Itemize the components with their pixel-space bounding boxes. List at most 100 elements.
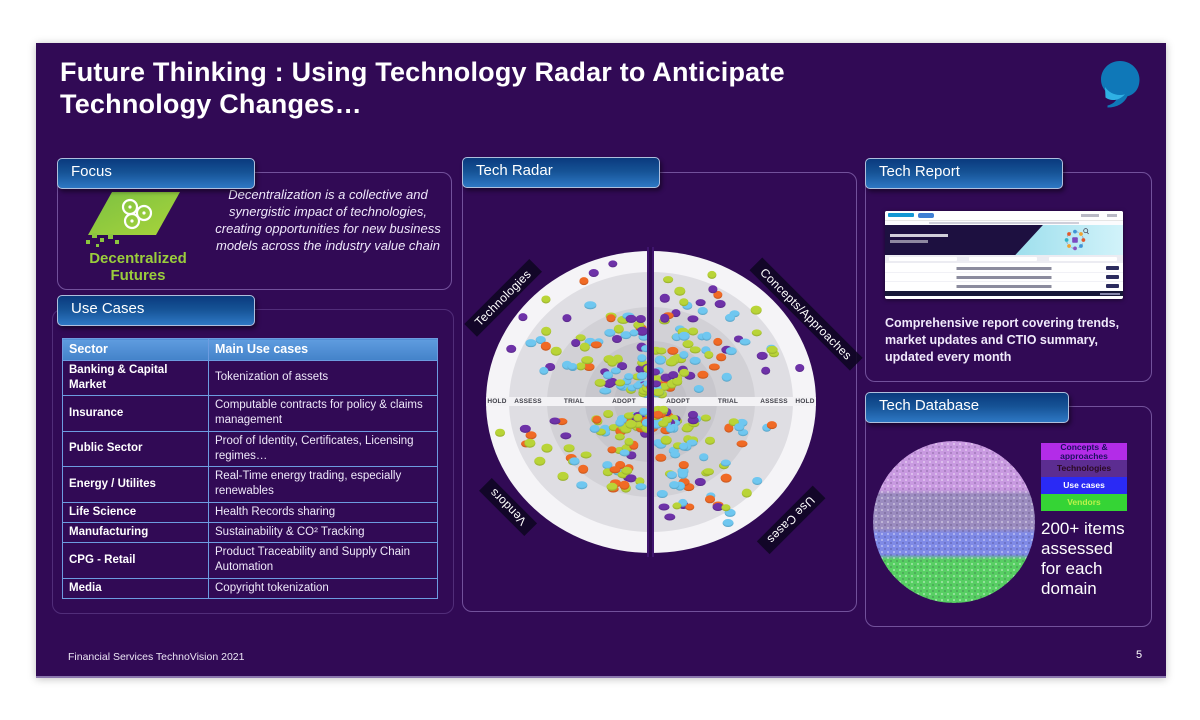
radar-dot (607, 357, 617, 367)
radar-dot (683, 483, 695, 492)
radar-dot (734, 423, 744, 431)
table-row: Public Sector Proof of Identity, Certific… (62, 430, 438, 468)
ring-label: ASSESS (760, 398, 788, 405)
sector-cell: Manufacturing (62, 521, 209, 544)
thumb-accordion-row (885, 273, 1123, 281)
use-case-cell: Product Traceability and Supply Chain Au… (208, 542, 438, 579)
radar-dot (621, 466, 633, 475)
radar-dot (677, 498, 688, 508)
radar-dot (614, 433, 626, 441)
legend-item: Vendors (1041, 494, 1127, 511)
radar: HOLD ASSESS TRIAL ADOPT ADOPT TRIAL ASSESS HOLD… (463, 173, 863, 611)
radar-dot (725, 347, 737, 356)
thumb-tab (969, 257, 1037, 261)
radar-dot (723, 423, 734, 433)
radar-dot (662, 275, 673, 284)
radar-dot (625, 474, 637, 482)
radar-dot (566, 453, 577, 462)
ring-label: ASSESS (514, 398, 542, 405)
radar-dot (676, 355, 686, 364)
radar-dot (541, 326, 552, 336)
radar-dot (603, 379, 615, 388)
radar-dot (684, 371, 696, 380)
radar-dot (720, 459, 732, 467)
thumb-row-text (956, 285, 1052, 288)
radar-dot (612, 354, 623, 364)
radar-dot (660, 436, 672, 445)
thumb-accordion-row (885, 282, 1123, 290)
radar-dot (766, 345, 778, 354)
radar-dot (495, 428, 506, 437)
thumb-row-button (1106, 275, 1119, 279)
radar-dot (539, 366, 549, 375)
radar-dot (602, 371, 613, 380)
radar-dot (640, 344, 651, 353)
radar-dot (641, 418, 653, 428)
radar-dot (650, 346, 662, 356)
radar-dot (666, 471, 677, 480)
thumb-row-button (1106, 266, 1119, 270)
radar-dot (652, 410, 663, 419)
radar-dot (687, 314, 699, 323)
radar-dot (655, 440, 667, 449)
radar-dot (602, 468, 614, 477)
radar-dot (649, 368, 660, 376)
slide-title: Future Thinking : Using Technology Radar… (60, 57, 785, 119)
radar-dot (635, 315, 646, 323)
radar-dot (671, 333, 682, 341)
thumb-rows (885, 264, 1123, 290)
report-thumbnail (885, 211, 1123, 299)
radar-dot (668, 446, 680, 456)
radar-dot (658, 405, 668, 415)
radar-dot (585, 337, 596, 347)
radar-dot (696, 370, 709, 380)
table-row: Manufacturing Sustainability & CO² Tracki… (62, 521, 438, 544)
radar-dot (623, 412, 634, 420)
radar-dot (579, 277, 589, 285)
radar-dot (678, 442, 689, 451)
radar-dot (686, 439, 698, 447)
radar-dot (738, 428, 749, 437)
focus-description: Decentralization is a collective and syn… (215, 187, 441, 253)
radar-dot (633, 413, 643, 423)
radar-dot (562, 314, 572, 323)
radar-dot (581, 356, 594, 365)
ring-label: ADOPT (612, 398, 636, 405)
legend-item: Technologies (1041, 460, 1127, 477)
radar-dot (625, 314, 637, 323)
radar-dot (619, 480, 629, 490)
radar-dot (674, 286, 686, 296)
thumb-button (918, 213, 934, 218)
radar-dot (621, 377, 632, 385)
radar-dot (682, 340, 694, 348)
radar-dot (599, 387, 612, 395)
radar-dot (720, 473, 732, 483)
logo-caption: Decentralized Futures (89, 250, 187, 284)
radar-dot (651, 380, 662, 388)
radar-dot (682, 301, 692, 311)
sector-cell: Insurance (62, 395, 209, 432)
radar-dot (656, 490, 668, 499)
radar-dot (705, 436, 716, 445)
radar-dot (713, 337, 723, 347)
thumb-strip (885, 221, 1123, 225)
table-row: Media Copyright tokenization (62, 577, 438, 600)
use-case-cell: Proof of Identity, Certificates, Licensi… (208, 430, 438, 468)
use-case-cell: Computable contracts for policy & claims… (208, 395, 438, 432)
radar-dot (702, 331, 712, 341)
radar-dot (667, 346, 679, 356)
radar-dot (724, 508, 736, 518)
sector-cell: Energy / Utilites (62, 466, 209, 503)
radar-dot (540, 342, 552, 351)
sector-cell: Life Science (62, 501, 209, 523)
radar-dot (665, 425, 676, 434)
radar-dot (654, 355, 666, 365)
radar-dot (615, 379, 625, 387)
legend-item: Concepts & approaches (1041, 443, 1127, 460)
radar-dot (697, 306, 708, 315)
ring-label: HOLD (795, 398, 815, 405)
radar-dot (661, 412, 674, 421)
radar-dot (594, 378, 606, 387)
radar-dot (575, 334, 587, 342)
radar-dot (703, 351, 714, 360)
